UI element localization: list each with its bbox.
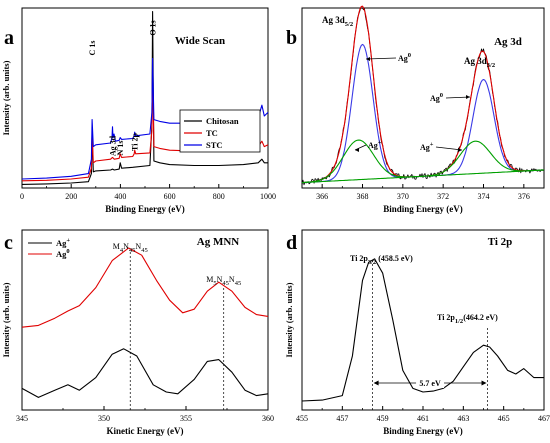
component-label-b: Ag0 bbox=[430, 92, 443, 103]
series-line-a-0 bbox=[21, 11, 268, 185]
panel-a: 0 200 400 600 800 1000 Binding Energy (eV) Inte… bbox=[1, 7, 276, 214]
series-line-b-1 bbox=[301, 5, 545, 184]
component-arrowhead-b bbox=[366, 57, 370, 61]
component-arrow-b bbox=[435, 146, 463, 151]
peak-label-b: Ag 3d3/2 bbox=[464, 56, 495, 69]
x-tick-label-d: 463 bbox=[457, 414, 469, 423]
panel-title-d: Ti 2p bbox=[488, 236, 513, 248]
legend-label-a: Chitosan bbox=[206, 116, 239, 126]
legend-label-c: Ag0 bbox=[56, 248, 70, 259]
panel-title-a: Wide Scan bbox=[175, 35, 225, 47]
x-tick-label-c: 350 bbox=[98, 414, 110, 423]
panel-letter-b: b bbox=[286, 27, 297, 49]
y-axis-label-a: Intensity (arb. units) bbox=[1, 60, 11, 135]
x-tick-label-c: 360 bbox=[262, 414, 274, 423]
panel-letter-a: a bbox=[4, 27, 14, 49]
component-label-b: Ag0 bbox=[398, 52, 411, 63]
peak-label-c: M5N45N45 bbox=[206, 275, 241, 287]
peak-label-a: O 1s bbox=[149, 20, 158, 35]
panel-b: 366 368 370 372 374 376 Binding Energy (eV) b Ag… bbox=[286, 5, 545, 214]
panel-c: 345 350 355 360 Kinetic Energy (eV) Intensity… bbox=[1, 229, 274, 436]
peak-label-a: Ti 2p bbox=[131, 133, 140, 151]
component-arrowhead-b bbox=[466, 95, 470, 99]
component-label-b: Ag+ bbox=[420, 141, 434, 152]
panel-letter-c: c bbox=[4, 232, 13, 254]
x-tick-label-d: 467 bbox=[538, 414, 550, 423]
legend-label-a: TC bbox=[206, 128, 218, 138]
x-tick-label-a: 200 bbox=[65, 192, 77, 201]
peak-label-d: Ti 2p1/2(464.2 eV) bbox=[437, 313, 498, 325]
y-axis-label-d: Intensity (arb. units) bbox=[284, 282, 294, 357]
x-tick-label-d: 461 bbox=[417, 414, 429, 423]
x-tick-label-d: 455 bbox=[296, 414, 308, 423]
x-tick-label-d: 465 bbox=[498, 414, 510, 423]
splitting-label-bg-d bbox=[416, 376, 445, 388]
x-tick-label-b: 376 bbox=[518, 192, 530, 201]
peak-label-c: M4N45N45 bbox=[113, 242, 148, 254]
series-line-b-0 bbox=[301, 7, 545, 186]
x-tick-label-a: 800 bbox=[213, 192, 225, 201]
x-tick-label-d: 457 bbox=[336, 414, 348, 423]
x-tick-label-d: 459 bbox=[377, 414, 389, 423]
peak-label-b: Ag 3d5/2 bbox=[322, 15, 353, 28]
panel-title-b: Ag 3d bbox=[494, 36, 522, 48]
splitting-label-d: 5.7 eV bbox=[419, 379, 441, 388]
peak-label-a: N 1s bbox=[116, 141, 125, 156]
component-label-b: Ag+ bbox=[368, 139, 382, 150]
component-arrow-b bbox=[365, 57, 397, 60]
x-tick-label-b: 374 bbox=[478, 192, 490, 201]
series-line-b-4 bbox=[301, 169, 545, 184]
splitting-arrowhead-d bbox=[481, 380, 487, 386]
peak-label-a: Ag 3d bbox=[109, 135, 118, 156]
peak-label-d: Ti 2p3/2 (458.5 eV) bbox=[350, 254, 413, 266]
y-axis-label-c: Intensity (arb. units) bbox=[1, 282, 11, 357]
x-tick-label-c: 355 bbox=[180, 414, 192, 423]
panel-letter-d: d bbox=[286, 232, 297, 254]
splitting-arrowhead-d bbox=[373, 380, 379, 386]
x-axis-label-b: Binding Energy (eV) bbox=[383, 204, 463, 214]
x-axis-label-a: Binding Energy (eV) bbox=[105, 204, 185, 214]
legend-label-a: STC bbox=[206, 140, 223, 150]
component-arrowhead-b bbox=[458, 148, 462, 152]
legend-label-c: Ag+ bbox=[56, 237, 70, 248]
x-tick-label-b: 370 bbox=[397, 192, 409, 201]
plot-frame-a bbox=[21, 7, 269, 189]
series-line-d-0 bbox=[301, 258, 544, 402]
x-axis-label-c: Kinetic Energy (eV) bbox=[107, 426, 184, 436]
x-tick-label-c: 345 bbox=[16, 414, 28, 423]
x-tick-label-a: 600 bbox=[164, 192, 176, 201]
x-tick-label-a: 1000 bbox=[260, 192, 276, 201]
series-line-c-0 bbox=[21, 348, 269, 398]
peak-label-a: C 1s bbox=[88, 41, 97, 56]
x-tick-label-b: 366 bbox=[316, 192, 328, 201]
x-tick-label-a: 0 bbox=[20, 192, 24, 201]
component-arrowhead-b bbox=[355, 148, 359, 152]
x-tick-label-b: 368 bbox=[357, 192, 369, 201]
panel-title-c: Ag MNN bbox=[197, 236, 240, 248]
x-tick-label-a: 400 bbox=[114, 192, 126, 201]
x-axis-label-d: Binding Energy (eV) bbox=[383, 426, 463, 436]
panel-d: 455 457 459 461 463 465 467 Binding Energy (eV)… bbox=[284, 229, 550, 436]
x-tick-label-b: 372 bbox=[437, 192, 449, 201]
series-line-c-1 bbox=[21, 247, 269, 328]
